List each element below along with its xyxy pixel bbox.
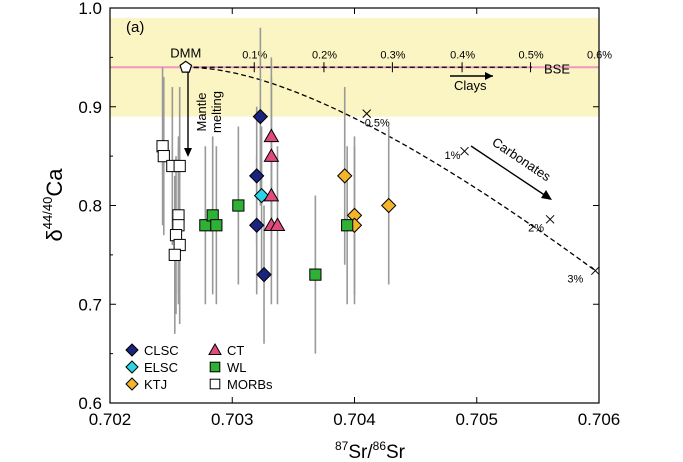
legend-marker-wl xyxy=(209,361,221,373)
x-tick-label: 0.706 xyxy=(578,410,621,429)
clsc-point xyxy=(256,266,272,283)
x-axis-label: 87Sr/86Sr xyxy=(335,439,406,462)
clays-tick-label: 0.3% xyxy=(380,49,405,61)
carbonates-tick-label: 2% xyxy=(528,222,544,234)
x-tick-label: 0.703 xyxy=(211,410,254,429)
wl-point xyxy=(309,268,322,281)
y-tick-label: 0.8 xyxy=(78,197,102,216)
carbonates-tick xyxy=(545,214,555,224)
panel-label: (a) xyxy=(126,19,144,36)
carbonates-label: Carbonates xyxy=(489,134,554,184)
clsc-point xyxy=(248,168,265,184)
clays-tick-label: 0.6% xyxy=(587,49,612,61)
x-tick-label: 0.704 xyxy=(333,410,376,429)
ktj-point xyxy=(381,197,397,214)
mantle-melting-label: Mantle xyxy=(194,92,209,131)
legend-label-ktj: KTJ xyxy=(144,377,167,392)
y-axis-label-sup: 44/40 xyxy=(40,197,55,230)
clays-tick-label: 0.5% xyxy=(519,49,544,61)
legend-label-clsc: CLSC xyxy=(144,343,179,358)
x-axis-label-sup: 87 xyxy=(335,439,349,453)
legend-marker-clsc xyxy=(125,343,139,357)
legend-marker-ktj xyxy=(125,377,139,391)
x-axis-label-mid: Sr/ xyxy=(348,442,373,462)
ct-point xyxy=(263,148,280,162)
wl-point xyxy=(341,219,354,232)
dmm-label: DMM xyxy=(170,45,201,60)
x-tick-label: 0.705 xyxy=(455,410,498,429)
clays-label: Clays xyxy=(454,78,487,93)
legend-label-morbs: MORBs xyxy=(227,377,273,392)
y-axis-label: δ44/40Ca xyxy=(40,168,67,242)
morbs-point xyxy=(173,159,186,173)
clays-arrowhead xyxy=(485,72,493,80)
carbonates-tick xyxy=(460,146,469,156)
ct-point xyxy=(263,187,280,202)
legend-label-ct: CT xyxy=(227,343,244,358)
bse-label: BSE xyxy=(544,61,570,76)
y-tick-label: 0.6 xyxy=(78,394,102,413)
legend-label-wl: WL xyxy=(227,360,247,375)
carbonates-tick-label: 3% xyxy=(567,274,583,286)
legend-marker-elsc xyxy=(125,360,139,374)
wl-point xyxy=(210,219,223,232)
y-axis-label-main: δ xyxy=(42,229,67,241)
morbs-point xyxy=(157,150,170,163)
x-axis-label-end: Sr xyxy=(386,442,406,462)
carbonates-arrowhead xyxy=(541,190,552,200)
mantle-melting-label: melting xyxy=(209,91,224,133)
carbonates-tick xyxy=(590,266,600,276)
y-tick-label: 1.0 xyxy=(78,0,102,18)
ct-point xyxy=(269,217,286,231)
carbonates-curve xyxy=(185,66,596,272)
y-axis-label-end: Ca xyxy=(42,168,67,197)
mantle-melting-arrowhead xyxy=(184,148,192,157)
x-axis-label-sup2: 86 xyxy=(373,439,387,453)
x-tick-label: 0.702 xyxy=(89,410,132,429)
legend-marker-morbs xyxy=(209,378,221,390)
clsc-point xyxy=(252,108,269,125)
dmm-marker xyxy=(179,60,193,73)
carbonates-tick-label: 1% xyxy=(445,150,461,162)
carbonates-arrow-line xyxy=(470,145,547,197)
y-tick-label: 0.9 xyxy=(78,98,102,117)
clays-tick-label: 0.2% xyxy=(312,49,337,61)
wl-point xyxy=(232,199,245,212)
carbonates-tick-label: 0.5% xyxy=(365,118,390,130)
y-tick-label: 0.7 xyxy=(78,295,102,314)
carbonates-tick xyxy=(362,109,372,119)
legend-label-elsc: ELSC xyxy=(144,360,178,375)
clays-tick-label: 0.4% xyxy=(450,49,475,61)
morbs-point xyxy=(168,248,181,261)
clays-tick-label: 0.1% xyxy=(242,49,267,61)
ktj-point xyxy=(337,168,353,184)
legend-marker-ct xyxy=(208,342,222,355)
clsc-point xyxy=(248,217,265,233)
ct-point xyxy=(263,128,280,143)
